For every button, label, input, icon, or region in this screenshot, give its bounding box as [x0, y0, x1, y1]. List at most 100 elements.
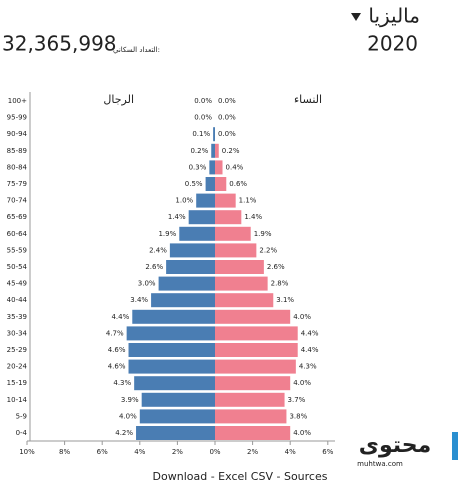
value-label: 1.0%	[175, 197, 193, 205]
bar	[215, 193, 236, 208]
value-label: 4.6%	[108, 363, 126, 371]
age-label: 35-39	[7, 313, 27, 321]
bar	[179, 226, 215, 241]
bar	[215, 226, 251, 241]
age-label: 85-89	[7, 147, 27, 155]
bar	[215, 309, 291, 324]
bar	[141, 392, 215, 407]
age-label: 0-4	[16, 429, 28, 437]
value-label: 0.0%	[218, 97, 236, 105]
population: 32,365,998	[2, 32, 117, 56]
value-label: 4.4%	[301, 346, 319, 354]
bar	[215, 409, 287, 424]
age-label: 95-99	[7, 114, 27, 122]
age-label: 45-49	[7, 280, 27, 288]
value-label: 4.6%	[108, 346, 126, 354]
value-label: 0.0%	[218, 114, 236, 122]
value-label: 4.0%	[293, 429, 311, 437]
value-label: 2.8%	[271, 280, 289, 288]
bar	[211, 143, 215, 158]
value-label: 0.1%	[192, 130, 210, 138]
value-label: 0.0%	[194, 97, 212, 105]
bar	[205, 177, 215, 191]
value-label: 0.0%	[194, 114, 212, 122]
bar	[215, 210, 242, 225]
value-label: 3.9%	[121, 396, 139, 404]
bar	[188, 210, 215, 225]
country[interactable]: ماليزيا	[368, 4, 420, 28]
footer-links[interactable]: Download - Excel CSV - Sources	[153, 470, 328, 480]
value-label: 4.4%	[111, 313, 129, 321]
age-label: 100+	[8, 97, 27, 105]
bar	[215, 376, 291, 391]
value-label: 4.4%	[301, 329, 319, 337]
watermark-name: محتوى	[359, 433, 431, 458]
x-tick-label: 6%	[322, 448, 333, 456]
value-label: 0.5%	[185, 180, 203, 188]
bar	[215, 276, 268, 291]
watermark-bg	[335, 430, 465, 470]
x-tick-label: 10%	[19, 448, 35, 456]
age-label: 10-14	[7, 396, 28, 404]
value-label: 4.3%	[299, 363, 317, 371]
value-label: 0.2%	[222, 147, 240, 155]
bar	[128, 359, 215, 374]
x-tick-label: 0%	[209, 448, 220, 456]
value-label: 1.1%	[239, 197, 257, 205]
age-label: 25-29	[7, 346, 27, 354]
age-label: 20-24	[7, 363, 28, 371]
bar	[213, 127, 215, 142]
value-label: 3.7%	[288, 396, 306, 404]
women-label: النساء	[294, 93, 322, 106]
bar	[128, 343, 215, 357]
watermark-url: muhtwa.com	[357, 460, 403, 468]
age-label: 5-9	[16, 412, 27, 420]
population-label: التعداد السكاني:	[113, 46, 160, 54]
age-label: 75-79	[7, 180, 27, 188]
age-label: 60-64	[7, 230, 28, 238]
x-tick-label: 2%	[172, 448, 183, 456]
value-label: 2.4%	[149, 246, 167, 254]
bar	[215, 392, 285, 407]
age-label: 90-94	[7, 130, 28, 138]
age-label: 50-54	[7, 263, 28, 271]
age-label: 70-74	[7, 197, 28, 205]
value-label: 3.4%	[130, 296, 148, 304]
value-label: 2.2%	[259, 246, 277, 254]
age-label: 15-19	[7, 379, 27, 387]
bar	[215, 343, 298, 357]
x-tick-label: 8%	[59, 448, 70, 456]
bar	[215, 326, 298, 341]
age-label: 30-34	[7, 329, 28, 337]
men-label: الرجال	[103, 93, 134, 106]
bar	[215, 260, 264, 274]
value-label: 1.4%	[244, 213, 262, 221]
x-tick-label: 6%	[97, 448, 108, 456]
age-label: 80-84	[7, 163, 28, 171]
bar	[139, 409, 215, 424]
bar	[196, 193, 215, 208]
dropdown-arrow[interactable]	[351, 13, 361, 21]
bar	[134, 376, 215, 391]
value-label: 0.0%	[218, 130, 236, 138]
bar	[132, 309, 215, 324]
age-label: 65-69	[7, 213, 27, 221]
value-label: 1.4%	[168, 213, 186, 221]
value-label: 3.1%	[276, 296, 294, 304]
value-label: 4.0%	[293, 313, 311, 321]
value-label: 4.0%	[293, 379, 311, 387]
bar	[136, 426, 215, 440]
value-label: 4.2%	[115, 429, 133, 437]
value-label: 4.0%	[119, 412, 137, 420]
x-tick-label: 2%	[247, 448, 258, 456]
bar	[158, 276, 215, 291]
x-tick-label: 4%	[134, 448, 145, 456]
bar	[215, 177, 227, 191]
bar	[166, 260, 215, 274]
value-label: 2.6%	[145, 263, 163, 271]
bar	[126, 326, 215, 341]
year: 2020	[367, 32, 418, 56]
bar	[215, 359, 296, 374]
bar	[215, 243, 257, 258]
